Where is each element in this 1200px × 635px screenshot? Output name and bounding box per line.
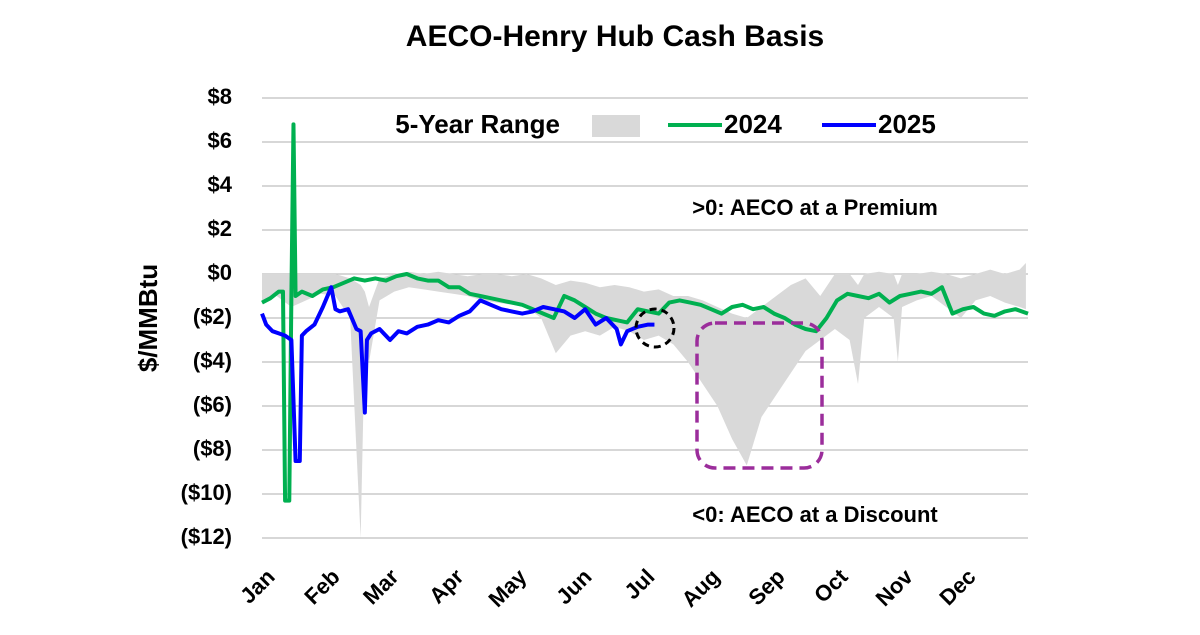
y-tick-label: ($6) bbox=[193, 392, 232, 417]
highlight-circle bbox=[634, 307, 676, 349]
series-line bbox=[260, 285, 655, 463]
y-tick-label: ($10) bbox=[181, 480, 232, 505]
legend-label: 2025 bbox=[878, 109, 936, 139]
annotation: <0: AECO at a Discount bbox=[692, 502, 938, 527]
chart-title: AECO-Henry Hub Cash Basis bbox=[406, 20, 824, 53]
y-tick-label: $4 bbox=[208, 172, 233, 197]
x-tick-label: Oct bbox=[809, 564, 853, 608]
y-tick-label: ($2) bbox=[193, 304, 232, 329]
x-tick-label: Apr bbox=[424, 564, 469, 609]
series-line bbox=[261, 122, 1029, 503]
y-tick-label: $6 bbox=[208, 128, 232, 153]
y-axis-label: $/MMBtu bbox=[133, 264, 163, 372]
y-tick-label: ($12) bbox=[181, 524, 232, 549]
x-tick-label: May bbox=[484, 563, 532, 611]
x-tick-label: Mar bbox=[358, 564, 404, 610]
x-tick-label: Jan bbox=[235, 564, 279, 608]
x-tick-label: Dec bbox=[934, 564, 980, 610]
y-tick-label: ($8) bbox=[193, 436, 232, 461]
annotation: >0: AECO at a Premium bbox=[692, 195, 938, 220]
x-tick-label: Jul bbox=[619, 564, 659, 604]
legend-label: 2024 bbox=[724, 109, 782, 139]
y-tick-label: $0 bbox=[208, 260, 232, 285]
y-tick-label: ($4) bbox=[193, 348, 232, 373]
x-tick-label: Sep bbox=[743, 564, 789, 610]
x-tick-label: Feb bbox=[299, 564, 344, 609]
legend-swatch bbox=[592, 115, 640, 137]
legend: 5-Year Range 2024 2025 bbox=[395, 109, 936, 139]
range-area bbox=[262, 263, 1026, 538]
y-tick-label: $8 bbox=[208, 84, 232, 109]
x-tick-label: Nov bbox=[871, 563, 919, 611]
highlight-box bbox=[695, 321, 824, 470]
y-tick-label: $2 bbox=[208, 216, 232, 241]
x-tick-label: Jun bbox=[551, 564, 596, 609]
plot-area bbox=[260, 122, 1029, 538]
legend-label: 5-Year Range bbox=[395, 109, 560, 139]
x-tick-label: Aug bbox=[677, 564, 725, 612]
